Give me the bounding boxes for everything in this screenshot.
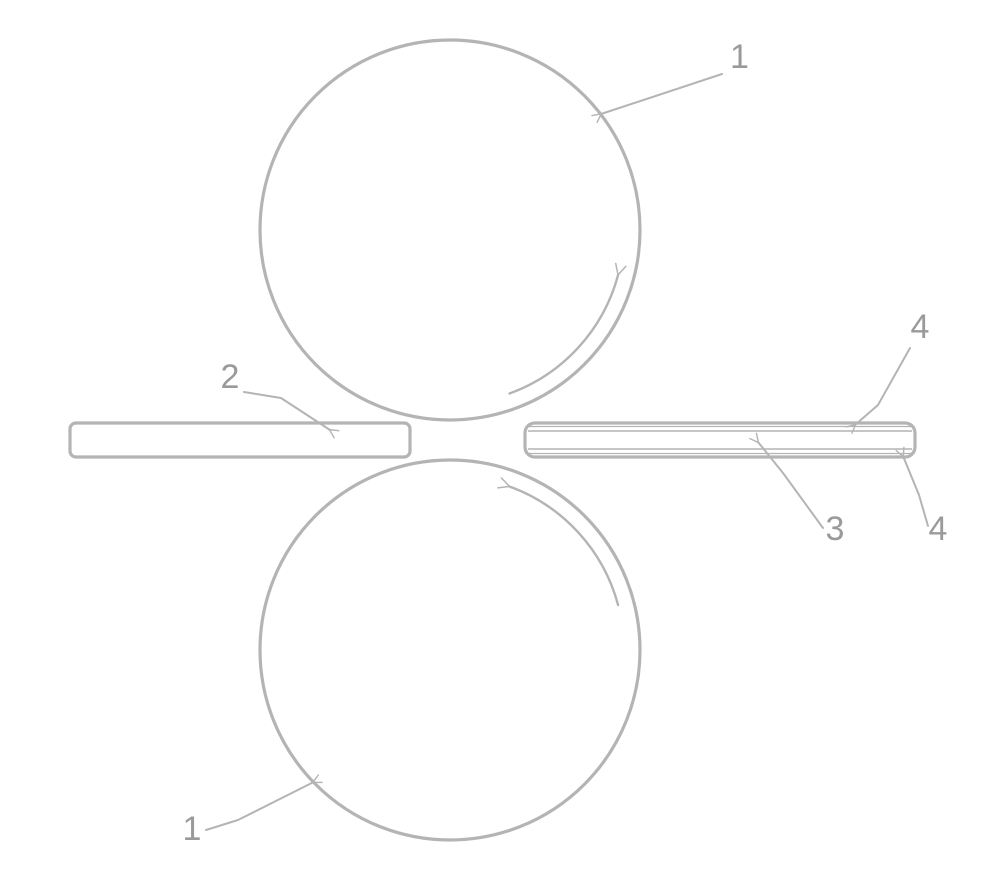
leader-3 [758,442,823,528]
roller-top [260,40,640,420]
leader-4-bottom [903,456,928,526]
label-4-bottom: 4 [929,510,948,548]
leader-1-top [601,74,722,114]
input-plate [70,423,410,457]
leader-1-bottom [206,782,313,830]
roller-bottom [260,460,640,840]
label-4-top: 4 [911,308,930,346]
rotation-arrow-top [510,275,619,393]
label-1-bottom: 1 [183,810,202,848]
output-plate-outline [525,423,915,457]
leader-4-top [855,348,910,425]
label-1-top: 1 [730,38,749,76]
label-2: 2 [221,358,240,396]
rotation-arrow-bottom [510,486,619,604]
label-3: 3 [826,510,845,548]
